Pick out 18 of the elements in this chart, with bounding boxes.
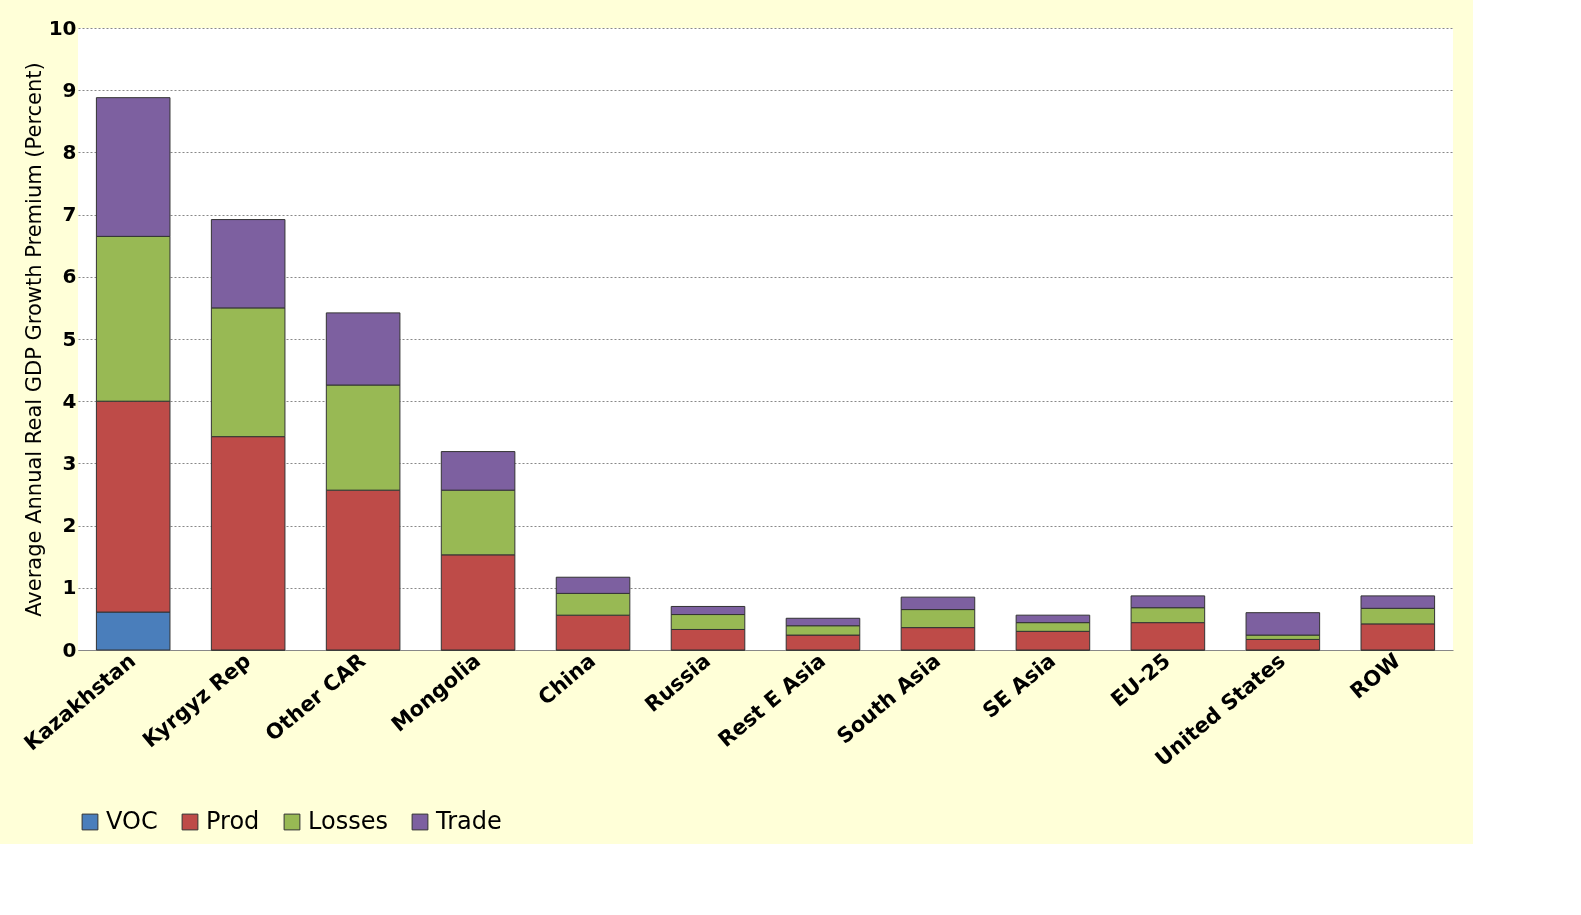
y-tick-label: 9: [62, 77, 77, 102]
legend-label: Losses: [308, 807, 388, 835]
y-tick-label: 3: [62, 450, 77, 475]
legend-label: Trade: [435, 807, 502, 835]
y-tick-label: 1: [62, 575, 77, 600]
y-axis-title: Average Annual Real GDP Growth Premium (Percent): [21, 62, 46, 617]
bar: [1245, 612, 1321, 636]
bar: [1245, 638, 1321, 651]
y-tick-label: 10: [48, 15, 77, 40]
y-tick-label: 0: [62, 637, 77, 662]
y-tick-label: 8: [62, 139, 77, 164]
legend-label: Prod: [206, 807, 260, 835]
legend-label: VOC: [106, 807, 158, 835]
y-tick-label: 6: [62, 264, 77, 289]
y-tick-label: 4: [62, 388, 77, 413]
y-tick-label: 2: [62, 513, 77, 538]
y-tick-label: 7: [62, 202, 77, 227]
y-tick-label: 5: [62, 326, 77, 351]
